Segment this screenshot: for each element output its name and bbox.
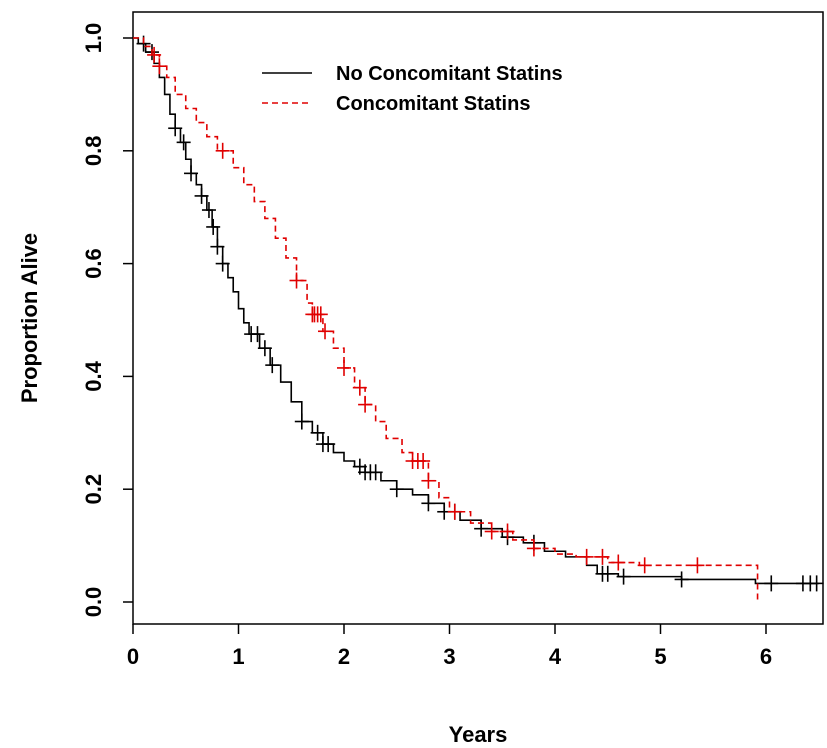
y-tick-label-0.6: 0.6	[81, 248, 106, 279]
x-tick-label-1: 1	[232, 644, 244, 669]
y-tick-label-0.0: 0.0	[81, 587, 106, 618]
censor-mark-1-17	[484, 523, 499, 540]
censor-mark-0-9	[215, 255, 230, 272]
y-tick-label-0.4: 0.4	[81, 360, 106, 391]
censor-mark-1-7	[313, 306, 328, 323]
censor-mark-1-24	[690, 557, 705, 574]
censor-mark-1-14	[416, 453, 431, 469]
censor-mark-0-12	[257, 340, 272, 357]
censor-mark-0-13	[265, 357, 280, 374]
censor-mark-1-22	[611, 554, 626, 571]
censor-mark-0-21	[368, 464, 383, 481]
censor-mark-1-16	[447, 503, 462, 520]
x-tick-label-4: 4	[549, 644, 562, 669]
x-tick-label-2: 2	[338, 644, 350, 669]
censor-mark-1-15	[421, 472, 436, 489]
censor-mark-0-31	[616, 568, 631, 585]
censor-mark-0-23	[421, 495, 436, 512]
censor-mark-0-2	[168, 120, 183, 137]
censor-mark-1-10	[352, 379, 367, 396]
censor-mark-1-11	[358, 396, 373, 413]
censor-mark-0-6	[201, 202, 216, 219]
censor-mark-1-21	[595, 548, 610, 565]
censor-mark-1-23	[637, 557, 652, 574]
censor-mark-0-8	[210, 238, 225, 255]
censor-mark-1-20	[579, 548, 594, 565]
censor-mark-0-32	[674, 571, 689, 588]
y-tick-label-0.8: 0.8	[81, 136, 106, 167]
x-tick-label-6: 6	[760, 644, 772, 669]
legend-label-no-statins: No Concomitant Statins	[336, 63, 563, 85]
axis-layer: 0 1 2 3 4 5 6 0.0 0.2 0.4 0.6 0.8 1.0	[81, 23, 772, 669]
censor-mark-0-3	[176, 134, 191, 151]
censor-mark-1-9	[337, 359, 351, 376]
censor-mark-0-14	[294, 413, 309, 430]
y-tick-label-1.0: 1.0	[81, 23, 106, 54]
y-axis-title: Proportion Alive	[17, 233, 42, 403]
x-axis-title: Years	[449, 722, 508, 747]
x-tick-label-5: 5	[654, 644, 666, 669]
censor-mark-0-30	[600, 565, 615, 582]
censor-mark-1-3	[289, 272, 304, 289]
series-line-0	[133, 37, 819, 585]
censor-mark-0-5	[194, 187, 209, 204]
legend: No Concomitant Statins Concomitant Stati…	[262, 63, 563, 115]
censor-mark-0-36	[809, 575, 824, 592]
legend-label-statins: Concomitant Statins	[336, 93, 530, 115]
censor-mark-1-1	[152, 58, 167, 75]
x-tick-label-0: 0	[127, 644, 139, 669]
censor-mark-0-4	[184, 165, 199, 182]
censor-mark-0-17	[321, 436, 336, 453]
series-line-1	[133, 37, 759, 602]
y-tick-label-0.2: 0.2	[81, 474, 106, 505]
plot-frame	[132, 11, 824, 625]
x-tick-label-3: 3	[443, 644, 455, 669]
series-layer	[133, 35, 824, 602]
censor-mark-0-11	[250, 326, 265, 343]
censor-mark-1-18	[500, 523, 515, 540]
censor-mark-1-0	[147, 46, 162, 63]
censor-mark-0-33	[764, 575, 779, 592]
censor-mark-0-22	[389, 481, 404, 498]
censor-mark-0-7	[206, 218, 221, 235]
censor-mark-0-15	[310, 424, 325, 441]
censor-mark-1-19	[526, 540, 541, 557]
censor-mark-1-2	[215, 142, 230, 159]
censor-mark-1-8	[318, 323, 333, 340]
